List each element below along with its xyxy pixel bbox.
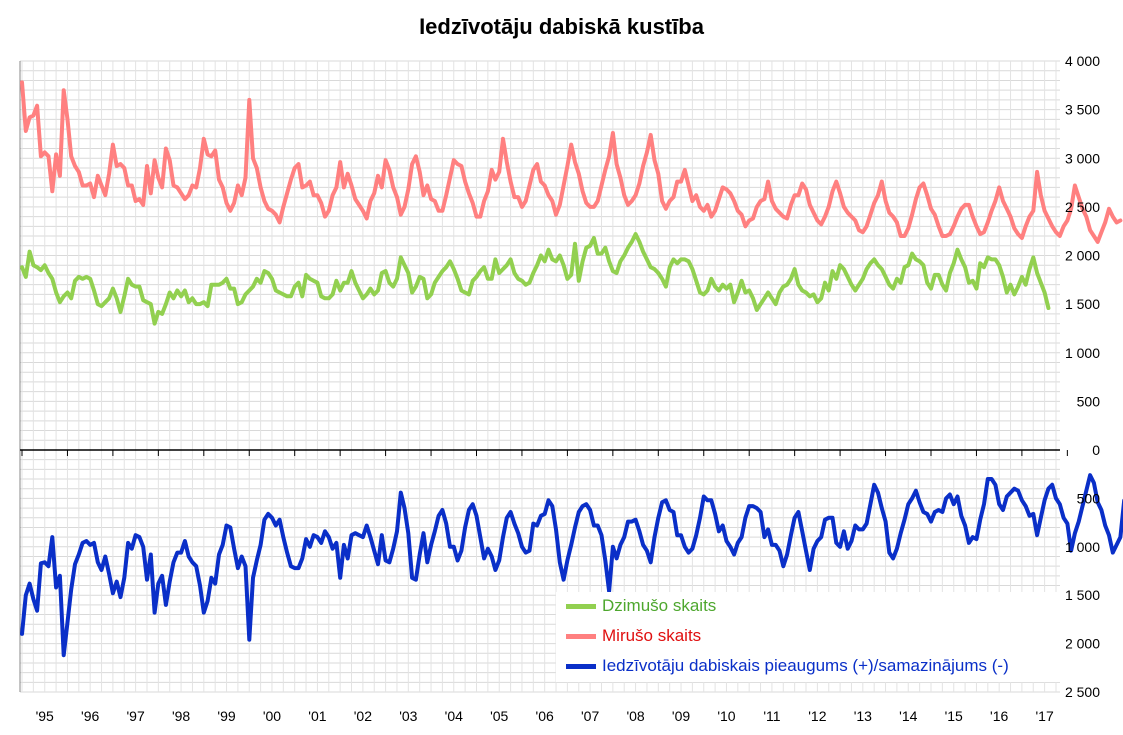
gridlines <box>20 60 1060 693</box>
x-tick-label: '17 <box>1036 708 1054 724</box>
x-tick-label: '11 <box>763 708 780 724</box>
legend-label-natural-change: Iedzīvotāju dabiskais pieaugums (+)/sama… <box>602 656 1009 675</box>
y-tick-label: 2 500 <box>1065 199 1100 215</box>
x-tick-label: '04 <box>445 708 463 724</box>
legend-swatch-deaths <box>566 633 596 639</box>
x-tick-label: '12 <box>808 708 826 724</box>
natural-change-line <box>20 473 1123 658</box>
y-tick-label: 3 500 <box>1065 102 1100 118</box>
y-tick-label: 2 000 <box>1065 636 1100 652</box>
x-tick-label: '98 <box>172 708 190 724</box>
y-tick-label: 500 <box>1077 490 1101 506</box>
x-tick-label: '02 <box>354 708 372 724</box>
deaths-line <box>20 80 1123 244</box>
y-tick-label: 4 000 <box>1065 53 1100 69</box>
x-tick-label: '01 <box>308 708 326 724</box>
series-lines <box>20 80 1123 658</box>
x-tick-label: '06 <box>536 708 554 724</box>
x-tick-label: '14 <box>899 708 917 724</box>
legend-label-births: Dzimušo skaits <box>602 596 717 615</box>
legend-swatch-natural-change <box>566 663 596 669</box>
x-tick-label: '00 <box>263 708 281 724</box>
x-tick-label: '97 <box>127 708 145 724</box>
x-tick-label: '05 <box>490 708 508 724</box>
y-tick-label: 1 000 <box>1065 539 1100 555</box>
x-tick-label: '15 <box>945 708 963 724</box>
axes <box>19 61 1068 692</box>
legend-swatch-births <box>566 603 596 609</box>
x-tick-label: '96 <box>81 708 99 724</box>
y-tick-label: 2 000 <box>1065 248 1100 264</box>
x-tick-label: '99 <box>217 708 235 724</box>
y-tick-label: 2 500 <box>1065 684 1100 700</box>
x-tick-label: '95 <box>36 708 54 724</box>
y-tick-label: 500 <box>1077 393 1101 409</box>
legend-item-deaths: Mirušo skaits <box>566 624 701 648</box>
x-tick-label: '07 <box>581 708 599 724</box>
x-tick-label: '16 <box>990 708 1008 724</box>
x-tick-label: '10 <box>717 708 735 724</box>
tick-labels: 4 000 3 500 3 000 2 500 2 000 1 500 1 000 500 0 5… <box>36 53 1101 724</box>
legend: Dzimušo skaits Mirušo skaits Iedzīvotāju… <box>556 592 1066 682</box>
y-tick-label: 1 000 <box>1065 345 1100 361</box>
x-tick-label: '09 <box>672 708 690 724</box>
births-line <box>20 232 1051 326</box>
y-tick-label: 1 500 <box>1065 587 1100 603</box>
y-tick-label: 3 000 <box>1065 150 1100 166</box>
legend-item-births: Dzimušo skaits <box>566 594 716 618</box>
chart-title: Iedzīvotāju dabiskā kustība <box>419 14 704 39</box>
y-tick-label: 1 500 <box>1065 296 1100 312</box>
legend-item-natural-change: Iedzīvotāju dabiskais pieaugums (+)/sama… <box>566 654 1009 678</box>
x-tick-label: '08 <box>626 708 644 724</box>
x-tick-label: '03 <box>399 708 417 724</box>
x-tick-label: '13 <box>854 708 872 724</box>
legend-label-deaths: Mirušo skaits <box>602 626 702 645</box>
y-tick-label: 0 <box>1092 442 1100 458</box>
